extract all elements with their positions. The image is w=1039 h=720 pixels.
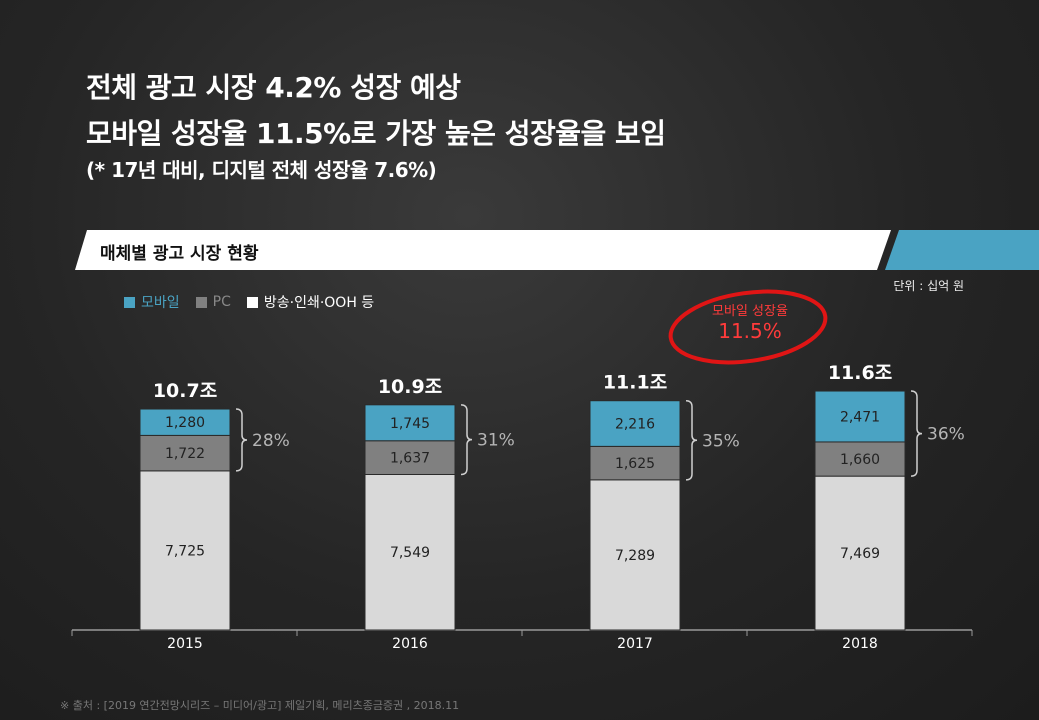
bar-mobile-2016 xyxy=(364,404,456,442)
value-label-broadcast-2015: 7,725 xyxy=(165,543,205,559)
value-label-broadcast-2018: 7,469 xyxy=(840,546,880,562)
value-label-broadcast-2016: 7,549 xyxy=(390,545,430,561)
bar-pc-2016 xyxy=(364,440,456,475)
value-label-pc-2016: 1,637 xyxy=(390,451,430,467)
callout-value: 11.5% xyxy=(718,319,782,343)
bar-pc-2015 xyxy=(139,434,231,472)
bar-pc-2017 xyxy=(589,445,681,481)
digital-brace-2016 xyxy=(460,404,473,476)
callout-label: 모바일 성장율 xyxy=(712,304,788,319)
total-label-2017: 11.1조 xyxy=(603,372,667,394)
section-title: 매체별 광고 시장 현황 xyxy=(100,244,259,264)
digital-share-label-2017: 35% xyxy=(702,431,740,451)
digital-brace-2018 xyxy=(910,390,923,477)
headline-note: (* 17년 대비, 디지털 전체 성장율 7.6%) xyxy=(86,158,437,182)
bar-broadcast-2015 xyxy=(139,470,231,631)
digital-share-label-2016: 31% xyxy=(477,431,515,451)
value-label-mobile-2017: 2,216 xyxy=(615,417,655,433)
x-tick-label-2015: 2015 xyxy=(167,636,203,652)
headline-line-1: 전체 광고 시장 4.2% 성장 예상 xyxy=(86,71,461,104)
digital-brace-2017 xyxy=(685,399,698,481)
legend-label-mobile: 모바일 xyxy=(141,295,180,311)
bar-broadcast-2017 xyxy=(589,479,681,631)
value-label-mobile-2018: 2,471 xyxy=(840,409,880,425)
total-label-2015: 10.7조 xyxy=(153,380,217,402)
legend-item-mobile: 모바일 xyxy=(124,292,180,312)
legend-swatch-pc xyxy=(195,296,207,308)
value-label-broadcast-2017: 7,289 xyxy=(615,548,655,564)
chart-legend: 모바일 PC 방송·인쇄·OOH 등 xyxy=(124,292,374,312)
x-tick-label-2016: 2016 xyxy=(392,636,428,652)
bar-pc-2018 xyxy=(814,441,906,477)
legend-label-broadcast: 방송·인쇄·OOH 등 xyxy=(263,295,375,311)
legend-label-pc: PC xyxy=(212,294,231,310)
bar-mobile-2015 xyxy=(139,408,231,436)
callout-circle xyxy=(668,289,828,365)
section-banner xyxy=(75,230,891,270)
bar-mobile-2018 xyxy=(814,390,906,443)
legend-item-broadcast: 방송·인쇄·OOH 등 xyxy=(246,292,375,312)
digital-share-label-2018: 36% xyxy=(927,425,965,445)
value-label-mobile-2016: 1,745 xyxy=(390,416,430,432)
source-note: ※ 출처 : [2019 연간전망시리즈 – 미디어/광고] 제일기획, 메리츠… xyxy=(60,699,460,712)
digital-brace-2015 xyxy=(235,408,248,472)
headline-line-2: 모바일 성장율 11.5%로 가장 높은 성장율을 보임 xyxy=(86,117,666,150)
growth-callout: 모바일 성장율 11.5% xyxy=(700,300,800,343)
bar-broadcast-2016 xyxy=(364,473,456,631)
total-label-2016: 10.9조 xyxy=(378,376,442,398)
bar-mobile-2017 xyxy=(589,400,681,447)
total-label-2018: 11.6조 xyxy=(828,362,892,384)
unit-label: 단위 : 십억 원 xyxy=(893,279,964,293)
x-tick-label-2017: 2017 xyxy=(617,636,653,652)
value-label-pc-2017: 1,625 xyxy=(615,456,655,472)
legend-item-pc: PC xyxy=(195,294,231,310)
legend-swatch-broadcast xyxy=(246,296,258,308)
value-label-mobile-2015: 1,280 xyxy=(165,415,205,431)
value-label-pc-2018: 1,660 xyxy=(840,452,880,468)
digital-share-label-2015: 28% xyxy=(252,431,290,451)
x-tick-label-2018: 2018 xyxy=(842,636,878,652)
legend-swatch-mobile xyxy=(124,296,135,308)
value-label-pc-2015: 1,722 xyxy=(165,446,205,462)
section-banner-accent xyxy=(885,230,1039,270)
